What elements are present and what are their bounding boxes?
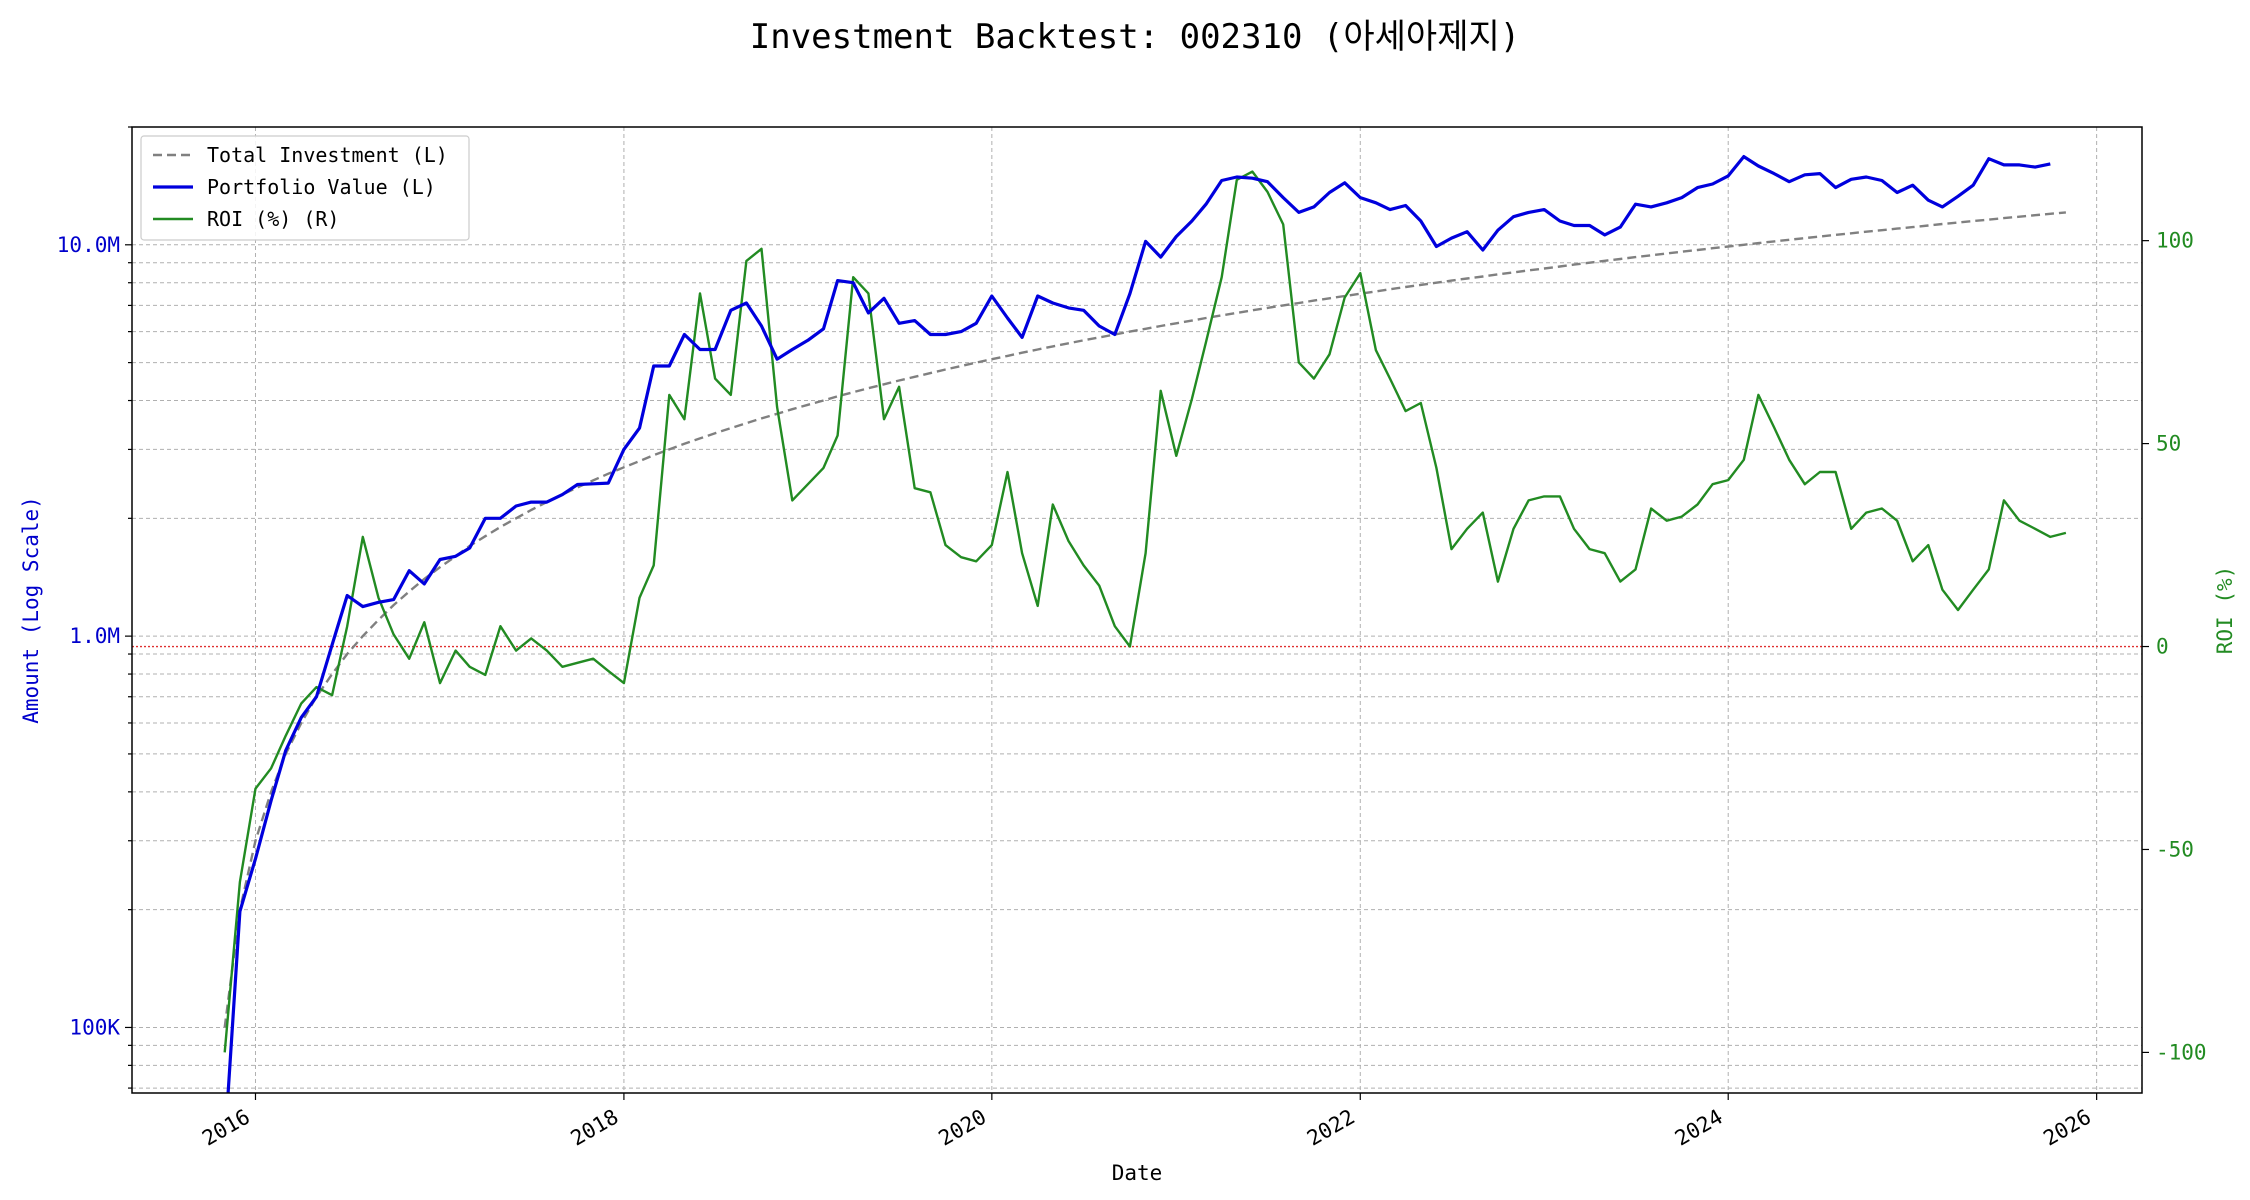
left-tick-label: 1.0M bbox=[69, 624, 120, 648]
legend-box bbox=[140, 135, 470, 241]
x-axis-label: Date bbox=[1112, 1161, 1163, 1185]
legend-roi-label: ROI (%) (R) bbox=[207, 207, 339, 231]
left-tick-label: 100K bbox=[69, 1015, 120, 1039]
right-tick-label: 50 bbox=[2156, 432, 2181, 456]
legend: Total Investment (L) Portfolio Value (L) R… bbox=[140, 135, 470, 241]
x-tick-label: 2016 bbox=[198, 1105, 254, 1151]
legend-total-investment-label: Total Investment (L) bbox=[207, 143, 448, 167]
right-tick-label: -50 bbox=[2156, 837, 2194, 861]
right-tick-label: 100 bbox=[2156, 229, 2194, 253]
portfolio-value-line bbox=[226, 155, 2051, 1093]
x-tick-label: 2020 bbox=[935, 1105, 991, 1151]
plot-frame bbox=[131, 126, 2143, 1094]
chart-title: Investment Backtest: 002310 (아세아제지) bbox=[750, 17, 1521, 57]
x-tick-label: 2026 bbox=[2039, 1105, 2095, 1151]
series-layer bbox=[132, 155, 2142, 1093]
x-tick-label: 2024 bbox=[1671, 1105, 1727, 1151]
x-tick-label: 2018 bbox=[567, 1105, 623, 1151]
left-tick-label: 10.0M bbox=[57, 233, 120, 257]
grid-layer bbox=[132, 126, 2142, 1093]
right-tick-label: -100 bbox=[2156, 1040, 2207, 1064]
roi-line bbox=[223, 170, 2067, 1053]
left-axis-label: Amount (Log Scale) bbox=[19, 496, 43, 724]
legend-portfolio-value-label: Portfolio Value (L) bbox=[207, 175, 436, 199]
right-tick-label: 0 bbox=[2156, 635, 2169, 659]
right-axis-label: ROI (%) bbox=[2213, 566, 2237, 655]
x-tick-label: 2022 bbox=[1303, 1105, 1359, 1151]
total-investment-line bbox=[223, 211, 2067, 1028]
